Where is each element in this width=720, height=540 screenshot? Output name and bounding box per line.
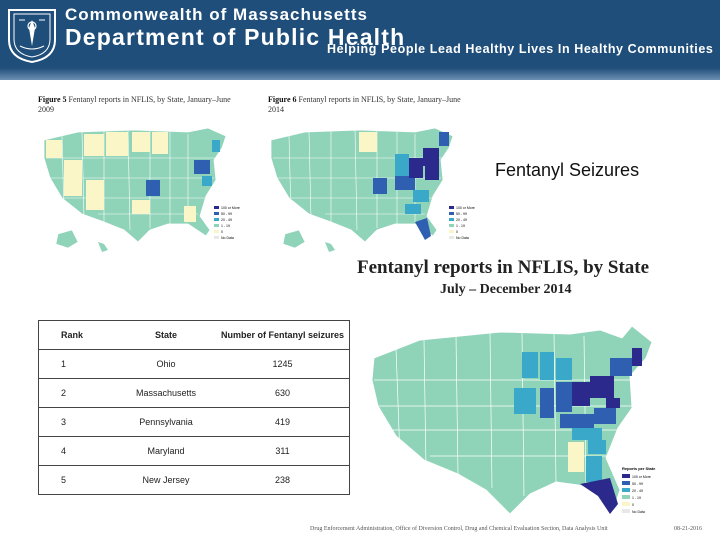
col-header-state: State xyxy=(116,320,216,350)
fentanyl-seizure-ranking-table: Rank State Number of Fentanyl seizures 1… xyxy=(38,320,350,495)
legend-2014: 100 or More 50 - 99 20 - 49 1 - 19 0 No … xyxy=(449,206,475,240)
org-name-line1: Commonwealth of Massachusetts xyxy=(65,5,368,24)
svg-text:0: 0 xyxy=(221,230,223,234)
state-seal-icon xyxy=(8,9,56,64)
cell-rank: 2 xyxy=(38,378,116,408)
figure5-label: Figure 5 xyxy=(38,95,67,104)
figure5-caption: Figure 5 Fentanyl reports in NFLIS, by S… xyxy=(38,95,238,115)
cell-state: New Jersey xyxy=(116,465,216,495)
source-note: Drug Enforcement Administration, Office … xyxy=(310,526,608,532)
legend-big: Reports per State 100 or More 50 - 99 20… xyxy=(622,466,656,514)
us-map-2009: 100 or More 50 - 99 20 - 49 1 - 19 0 No … xyxy=(43,127,240,252)
svg-text:1 - 19: 1 - 19 xyxy=(456,224,465,228)
cell-count: 311 xyxy=(216,436,350,466)
svg-text:0: 0 xyxy=(632,503,634,507)
svg-text:1 - 19: 1 - 19 xyxy=(632,496,641,500)
us-map-2014-jan-jun: 100 or More 50 - 99 20 - 49 1 - 19 0 No … xyxy=(270,127,475,252)
svg-text:100 or More: 100 or More xyxy=(456,206,475,210)
cell-rank: 3 xyxy=(38,407,116,437)
figure5-caption-text: Fentanyl reports in NFLIS, by State, Jan… xyxy=(38,95,231,114)
cell-count: 1245 xyxy=(216,349,350,379)
col-header-count: Number of Fentanyl seizures xyxy=(216,320,350,350)
cell-rank: 5 xyxy=(38,465,116,495)
table-row: 4 Maryland 311 xyxy=(38,436,350,466)
source-date: 08-21-2016 xyxy=(674,526,702,532)
cell-count: 238 xyxy=(216,465,350,495)
map-subtitle: July – December 2014 xyxy=(440,282,572,297)
cell-rank: 4 xyxy=(38,436,116,466)
cell-state: Ohio xyxy=(116,349,216,379)
svg-text:50 - 99: 50 - 99 xyxy=(221,212,232,216)
map-title: Fentanyl reports in NFLIS, by State xyxy=(357,257,650,278)
svg-text:0: 0 xyxy=(456,230,458,234)
svg-text:No Data: No Data xyxy=(456,236,469,240)
tagline: Helping People Lead Healthy Lives In Hea… xyxy=(327,42,714,56)
header-banner: Commonwealth of Massachusetts Department… xyxy=(0,0,720,80)
legend-2009: 100 or More 50 - 99 20 - 49 1 - 19 0 No … xyxy=(214,206,240,240)
svg-text:20 - 49: 20 - 49 xyxy=(456,218,467,222)
us-map-2014-jul-dec: Reports per State 100 or More 50 - 99 20… xyxy=(371,325,680,515)
table-row: 5 New Jersey 238 xyxy=(38,465,350,495)
cell-state: Pennsylvania xyxy=(116,407,216,437)
org-name-line2: Department of Public Health xyxy=(65,24,406,50)
col-header-rank: Rank xyxy=(38,320,116,350)
cell-rank: 1 xyxy=(38,349,116,379)
svg-text:50 - 99: 50 - 99 xyxy=(632,482,643,486)
figure6-caption-text: Fentanyl reports in NFLIS, by State, Jan… xyxy=(268,95,461,114)
figure6-caption: Figure 6 Fentanyl reports in NFLIS, by S… xyxy=(268,95,468,115)
svg-text:100 or More: 100 or More xyxy=(221,206,240,210)
svg-text:100 or More: 100 or More xyxy=(632,475,651,479)
table-row: 3 Pennsylvania 419 xyxy=(38,407,350,437)
table-row: 2 Massachusetts 630 xyxy=(38,378,350,408)
slide-title: Fentanyl Seizures xyxy=(495,160,640,180)
cell-count: 630 xyxy=(216,378,350,408)
figure6-label: Figure 6 xyxy=(268,95,297,104)
table-header-row: Rank State Number of Fentanyl seizures xyxy=(38,320,350,350)
svg-text:No Data: No Data xyxy=(632,510,645,514)
cell-count: 419 xyxy=(216,407,350,437)
cell-state: Massachusetts xyxy=(116,378,216,408)
svg-text:No Data: No Data xyxy=(221,236,234,240)
table-row: 1 Ohio 1245 xyxy=(38,349,350,379)
svg-text:1 - 19: 1 - 19 xyxy=(221,224,230,228)
cell-state: Maryland xyxy=(116,436,216,466)
svg-text:50 - 99: 50 - 99 xyxy=(456,212,467,216)
svg-text:Reports per State: Reports per State xyxy=(622,466,656,471)
svg-text:20 - 49: 20 - 49 xyxy=(221,218,232,222)
svg-text:20 - 49: 20 - 49 xyxy=(632,489,643,493)
